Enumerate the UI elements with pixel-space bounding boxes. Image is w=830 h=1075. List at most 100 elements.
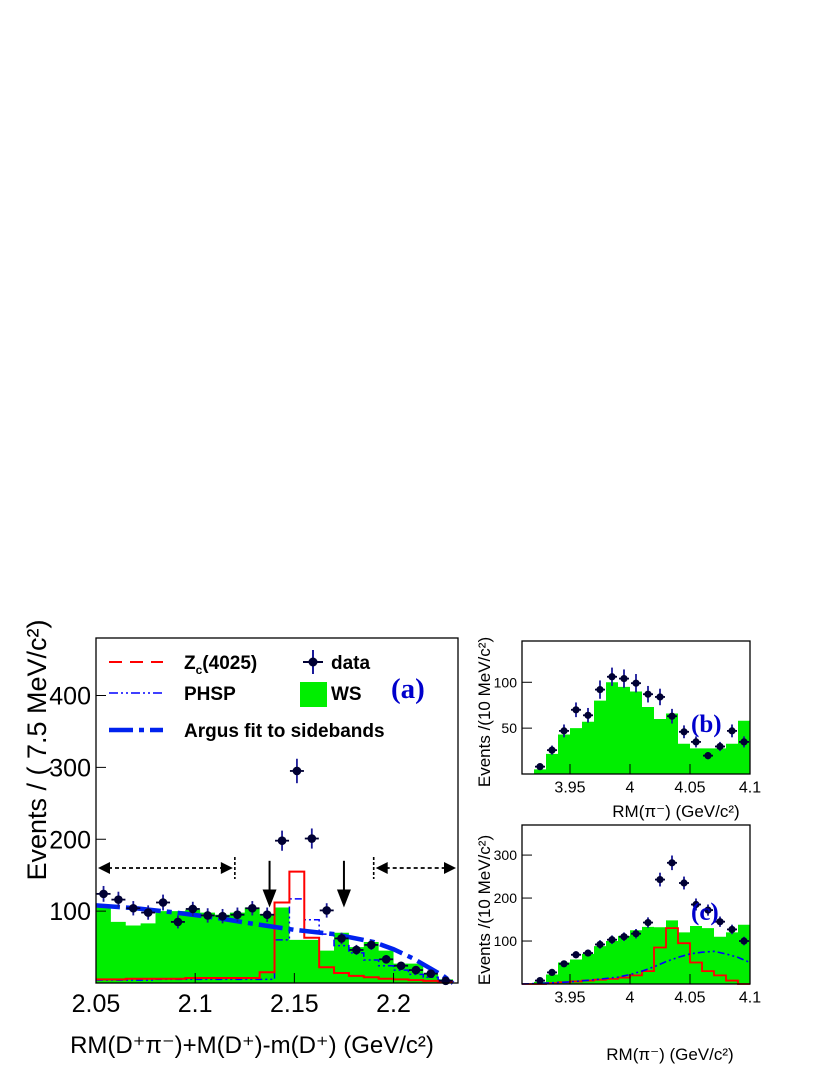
- panel-a-data-point: [289, 758, 304, 784]
- panel-a-data-point: [408, 965, 423, 975]
- panel-c-data-marker: [644, 918, 652, 927]
- panel-b-data-marker: [692, 738, 700, 746]
- panel-b-plot-area: [522, 667, 750, 774]
- panel-a-data-point: [200, 908, 215, 923]
- panel-b-xtick-label: 4: [626, 779, 635, 796]
- legend-ws-box: [300, 682, 327, 707]
- panel-c-data-point: [547, 968, 557, 976]
- panel-b-data-marker: [548, 746, 556, 754]
- panel-c-data-marker: [608, 936, 616, 944]
- panel-b-data-marker: [536, 763, 544, 771]
- panel-c-data-marker: [632, 930, 640, 938]
- panel-a-data-point: [111, 891, 126, 908]
- panel-c-frame: [521, 824, 751, 985]
- panel-b-data-point: [607, 667, 617, 686]
- panel-c-data-marker: [584, 949, 592, 957]
- panel-c-xtick-label: 4: [626, 989, 635, 1006]
- panel-b-data-point: [595, 680, 605, 699]
- panel-b-ws-histogram: [522, 682, 750, 774]
- panel-a-data-marker: [337, 934, 346, 943]
- panel-c-data-point: [715, 916, 725, 927]
- panel-c-label: (c): [691, 899, 719, 926]
- panel-a-data-marker: [262, 910, 272, 920]
- panel-a-data-point: [170, 915, 185, 929]
- legend-data-marker: [308, 657, 318, 667]
- panel-b-data-marker: [620, 675, 628, 683]
- panel-b-xtick-label: 3.95: [554, 779, 585, 796]
- panel-a-data-point: [230, 907, 245, 922]
- panel-a-data-marker: [173, 917, 183, 927]
- panel-a: 2.05 2.1 2.15 2.2 100 200 300 400 (a) Events / …: [22, 619, 459, 1059]
- panel-a-data-point: [304, 828, 319, 849]
- panel-a-xtick-label: 2.2: [376, 990, 411, 1018]
- panel-a-data-marker: [248, 903, 257, 913]
- panel-a-xtick-label: 2.1: [178, 990, 213, 1018]
- panel-a-data-marker: [99, 889, 108, 899]
- panel-c-data-point: [595, 940, 605, 949]
- panel-a-ytick-label: 300: [49, 754, 91, 782]
- legend: Zc(4025) data PHSP WS Argus fit to sideb…: [109, 650, 385, 742]
- panel-c-ytick-label: 300: [494, 847, 518, 863]
- panel-a-data-point: [394, 961, 409, 971]
- panel-b-data-marker: [560, 727, 568, 735]
- panel-a-data-point: [364, 939, 379, 950]
- panel-c-data-marker: [560, 960, 568, 968]
- panel-a-data-point: [245, 901, 260, 916]
- legend-entry-ws: WS: [300, 682, 362, 707]
- panel-a-data-point: [260, 907, 275, 922]
- panel-b-data-marker: [740, 738, 748, 746]
- panel-a-data-marker: [292, 766, 302, 776]
- panel-c-data-marker: [680, 879, 688, 887]
- sideband-arrow-head-right: [220, 862, 233, 874]
- panel-a-ytick-label: 100: [49, 898, 91, 926]
- panel-a-data-point: [423, 969, 438, 978]
- panel-a-frame: [95, 637, 459, 984]
- panel-b-data-marker: [704, 752, 712, 760]
- panel-b-data-point: [583, 707, 593, 723]
- sideband-arrow-head-left: [98, 862, 110, 874]
- panel-a-data-marker: [203, 911, 212, 920]
- panel-b-data-marker: [668, 712, 676, 720]
- panel-a-phsp-histogram: [96, 898, 454, 981]
- panel-c-data-marker: [704, 906, 712, 914]
- panel-a-axes: 2.05 2.1 2.15 2.2 100 200 300 400: [49, 683, 411, 1018]
- panel-c-data-marker: [656, 875, 664, 884]
- panel-a-ytick-label: 200: [49, 826, 91, 854]
- panel-c-data-point: [679, 876, 689, 890]
- panel-b-xlabel: RM(π⁻) (GeV/c²): [612, 802, 739, 821]
- panel-a-data-marker: [381, 954, 391, 964]
- panel-b-data-marker: [608, 673, 616, 681]
- legend-ws-label: WS: [331, 684, 362, 705]
- panel-c-ylabel: Events /(10 MeV/c²): [475, 835, 494, 985]
- panel-c: 3.95 4 4.05 4.1 100 200 300 (c) Events /(10 Me…: [475, 824, 761, 1064]
- legend-entry-argus: Argus fit to sidebands: [109, 721, 385, 742]
- legend-data-label: data: [331, 653, 371, 674]
- panel-a-data-point: [126, 901, 141, 916]
- panel-c-data-point: [535, 976, 545, 985]
- panel-a-xlabel: RM(D⁺π⁻)+M(D⁺)-m(D⁺) (GeV/c²): [70, 1032, 434, 1059]
- panel-a-data-marker: [218, 911, 227, 921]
- panel-a-label: (a): [391, 673, 425, 705]
- panel-b-ytick-label: 100: [494, 674, 518, 690]
- legend-entry-phsp: PHSP: [109, 684, 236, 705]
- panel-a-data-point: [156, 894, 171, 911]
- sideband-arrow-head-right: [444, 862, 456, 874]
- panel-b-frame: [521, 640, 751, 775]
- panel-b-data-marker: [632, 679, 640, 687]
- panel-c-ws-histogram: [522, 920, 750, 984]
- panel-c-data-marker: [668, 859, 676, 867]
- panel-b-data-point: [571, 702, 581, 718]
- panel-c-xlabel: RM(π⁻) (GeV/c²): [606, 1045, 733, 1064]
- panel-c-phsp-curve: [521, 950, 751, 985]
- panel-c-data-point: [691, 898, 701, 911]
- panel-b-xtick-label: 4.05: [674, 779, 705, 796]
- panel-a-data-point: [215, 908, 230, 924]
- panel-c-data-point: [703, 904, 713, 916]
- panel-b-label: (b): [691, 711, 722, 738]
- panel-b-data-point: [631, 674, 641, 693]
- panel-c-data-marker: [536, 976, 544, 985]
- panel-a-data-point: [96, 885, 111, 902]
- panel-a-data-point: [349, 944, 364, 955]
- panel-c-ytick-label: 100: [494, 933, 518, 949]
